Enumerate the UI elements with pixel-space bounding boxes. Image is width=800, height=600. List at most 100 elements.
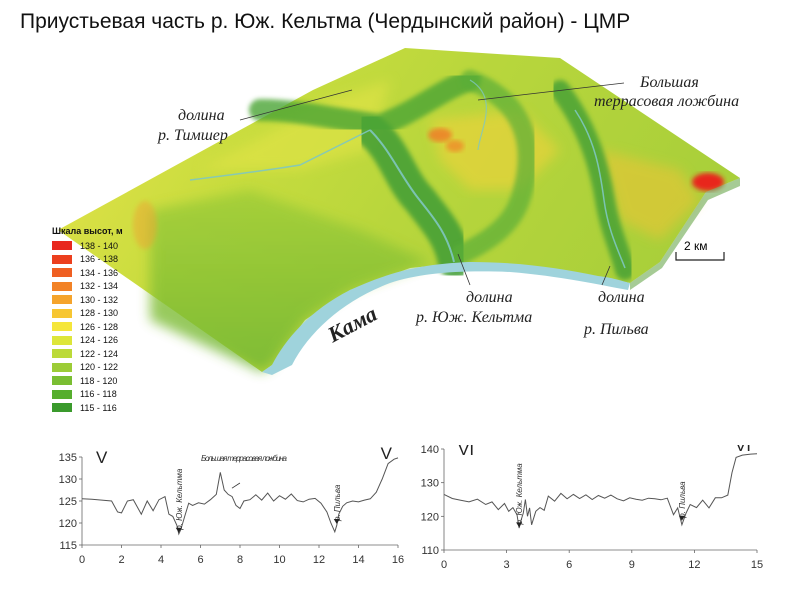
scale-bar: [675, 252, 725, 261]
x-tick-label: 0: [79, 554, 85, 566]
profile-line: [443, 453, 758, 529]
river-keltma: [369, 129, 455, 263]
legend-swatch: [52, 389, 72, 399]
legend-swatch: [52, 322, 72, 332]
page-title: Приустьевая часть р. Юж. Кельтма (Чердын…: [20, 10, 631, 33]
legend-rows: 138 - 140 136 - 138 134 - 136 132 - 134 130 …: [52, 239, 123, 415]
legend-item: 115 - 116: [52, 401, 123, 415]
legend-label: 124 - 126: [80, 335, 119, 346]
legend-item: 116 - 118: [52, 388, 123, 402]
x-tick-label: 12: [688, 559, 700, 571]
annotation-arrow: [516, 522, 523, 528]
legend-item: 118 - 120: [52, 374, 123, 388]
river-pilva: [574, 109, 626, 269]
dem-map: долина р. Тимшер Большая террасовая ложб…: [58, 48, 740, 375]
red-hill: [692, 173, 724, 191]
annotation-arrow: [175, 527, 182, 533]
legend-label: 132 - 134: [80, 281, 119, 292]
y-tick-label: 130: [59, 474, 77, 486]
legend-label: 120 - 122: [80, 362, 119, 373]
legend-item: 126 - 128: [52, 320, 123, 334]
legend-item: 128 - 130: [52, 307, 123, 321]
legend-label: 130 - 132: [80, 294, 119, 305]
lowland-area: [150, 190, 430, 372]
label-pilva-2: р. Пильва: [583, 321, 649, 338]
corner-label-left: V: [96, 448, 108, 467]
river-kama: [262, 262, 630, 375]
leader-terrace: [477, 82, 625, 101]
annotation-label: Большая террасовая ложбина: [201, 454, 288, 463]
legend-item: 132 - 134: [52, 280, 123, 294]
legend-label: 126 - 128: [80, 321, 119, 332]
x-tick-label: 6: [566, 559, 572, 571]
annotation-label: р. Юж. Кельтма: [515, 463, 524, 526]
legend-swatch: [52, 268, 72, 278]
y-tick-label: 140: [421, 445, 439, 456]
legend-label: 134 - 136: [80, 267, 119, 278]
y-tick-label: 115: [59, 540, 77, 552]
leader-pilva: [601, 265, 611, 286]
legend-label: 118 - 120: [80, 375, 118, 386]
label-terrace-2: террасовая ложбина: [594, 93, 739, 110]
legend-swatch: [52, 349, 72, 359]
legend-swatch: [52, 335, 72, 345]
orange-hill: [428, 128, 452, 142]
legend-label: 122 - 124: [80, 348, 119, 359]
leader-timisher: [239, 89, 353, 121]
northwest-plateau: [200, 80, 390, 170]
legend-title: Шкала высот, м: [52, 226, 123, 236]
label-pilva-1: долина: [598, 289, 645, 306]
label-terrace-1: Большая: [639, 74, 699, 91]
legend-item: 120 - 122: [52, 361, 123, 375]
x-tick-label: 6: [197, 554, 203, 566]
legend-swatch: [52, 295, 72, 305]
x-tick-label: 3: [504, 559, 510, 571]
x-tick-label: 12: [313, 554, 325, 566]
label-timisher-1: долина: [178, 107, 225, 124]
legend-label: 138 - 140: [80, 240, 119, 251]
y-tick-label: 120: [59, 518, 77, 530]
corner-label-right: VI: [735, 445, 751, 455]
terrain-front-edge: [630, 178, 740, 290]
x-tick-label: 2: [118, 554, 124, 566]
legend-swatch: [52, 254, 72, 264]
corner-label-left: VI: [458, 445, 474, 459]
profile-vi-chart: 110 120 130 140 0 3 6 9 12 15 VI VI р. Юж. Кельтма р.…: [421, 445, 763, 571]
terrace-high-2: [600, 150, 700, 240]
legend-label: 136 - 138: [80, 254, 119, 265]
valley-pilva: [550, 80, 635, 280]
river-terrace: [469, 79, 487, 151]
legend-label: 116 - 118: [80, 389, 117, 400]
legend-item: 134 - 136: [52, 266, 123, 280]
valley-terrace: [450, 70, 538, 265]
legend-label: 115 - 116: [80, 402, 117, 413]
valley-timisher: [249, 69, 481, 137]
annotation-label: р. Юж. Кельтма: [175, 468, 184, 531]
annotation-label: р. Пильва: [333, 484, 342, 522]
legend-item: 124 - 126: [52, 334, 123, 348]
corner-label-right: V: [381, 445, 393, 463]
x-tick-label: 15: [751, 559, 763, 571]
y-tick-label: 125: [59, 496, 77, 508]
orange-patch: [133, 201, 157, 249]
legend-label: 128 - 130: [80, 308, 119, 319]
x-tick-label: 8: [237, 554, 243, 566]
annotation-arrow: [231, 482, 241, 489]
label-keltma-1: долина: [466, 289, 513, 306]
x-tick-label: 4: [158, 554, 164, 566]
legend-swatch: [52, 362, 72, 372]
legend-item: 138 - 140: [52, 239, 123, 253]
label-keltma-2: р. Юж. Кельтма: [415, 309, 532, 326]
annotation-arrow: [678, 515, 685, 521]
x-tick-label: 14: [352, 554, 364, 566]
x-tick-label: 9: [629, 559, 635, 571]
y-tick-label: 110: [421, 545, 439, 557]
legend-item: 122 - 124: [52, 347, 123, 361]
legend-swatch: [52, 241, 72, 251]
profile-line: [81, 457, 399, 536]
label-timisher-2: р. Тимшер: [157, 127, 228, 144]
orange-hill-2: [446, 140, 464, 152]
profile-v-chart: 115 120 125 130 135 0 2 4 6 8 10 12 14 16 V Vр. Юж. Кел…: [59, 445, 404, 566]
legend-swatch: [52, 376, 72, 386]
annotation-arrow: [333, 519, 340, 524]
